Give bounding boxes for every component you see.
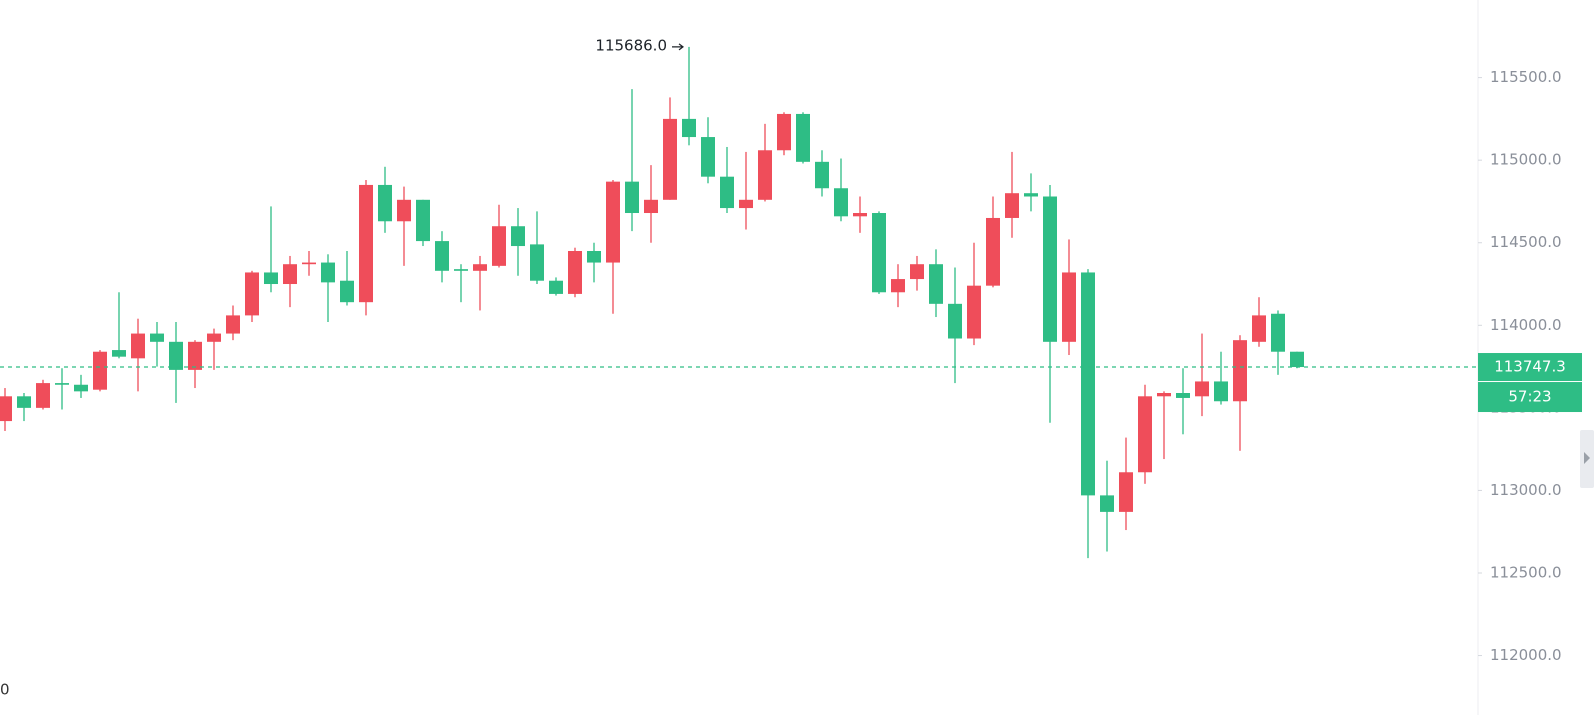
countdown-badge — [1478, 382, 1582, 413]
countdown: 57:23 — [1508, 388, 1551, 406]
candle-body — [910, 264, 924, 280]
y-tick-label: 115500.0 — [1490, 68, 1562, 86]
candle-body — [568, 250, 582, 294]
candle-body — [1176, 393, 1190, 398]
toggle-arrow — [1584, 452, 1590, 464]
candle-body — [606, 181, 620, 263]
candle-body — [511, 226, 525, 247]
candle-body — [492, 226, 506, 266]
last-price-label: 113747.3 — [1494, 358, 1566, 376]
candle-body — [245, 272, 259, 316]
candle-body — [701, 137, 715, 177]
candle-body — [720, 176, 734, 209]
candle-body — [796, 113, 810, 162]
candle-body — [454, 269, 468, 271]
candle-body — [150, 333, 164, 342]
candle-body — [473, 264, 487, 271]
candle-body — [682, 118, 696, 138]
high-annotation: 115686.0 — [595, 36, 667, 54]
candle-body — [283, 264, 297, 285]
candle-body — [1290, 351, 1304, 368]
candle-body — [549, 280, 563, 294]
y-tick-label: 114500.0 — [1490, 233, 1562, 251]
candle-body — [1005, 193, 1019, 218]
candle-body — [815, 161, 829, 189]
candle-body — [986, 217, 1000, 286]
candle-body — [416, 199, 430, 242]
candle-body — [1024, 193, 1038, 197]
candle-body — [777, 113, 791, 151]
y-tick-label: 115000.0 — [1490, 151, 1562, 169]
overlay: 115686.0 113747.3 57:23 — [0, 36, 1582, 413]
candle-body — [55, 383, 69, 385]
candle-body — [112, 350, 126, 357]
candle-body — [739, 199, 753, 209]
candle-body — [587, 250, 601, 263]
candle-body — [359, 184, 373, 303]
candle-body — [93, 351, 107, 390]
candle-body — [1081, 272, 1095, 496]
candle-body — [1119, 472, 1133, 512]
candle-body — [17, 396, 31, 408]
candle-body — [1062, 272, 1076, 342]
candle-body — [226, 315, 240, 334]
candle-body — [378, 184, 392, 222]
candle-body — [663, 118, 677, 200]
candle-body — [1214, 381, 1228, 402]
candle-body — [340, 280, 354, 303]
last-price-badge — [1478, 353, 1582, 382]
candle-body — [321, 262, 335, 283]
candle-body — [834, 188, 848, 217]
candle-body — [207, 333, 221, 342]
candle-body — [929, 264, 943, 304]
candle-body — [644, 199, 658, 214]
candle-body — [1195, 381, 1209, 397]
candle-body — [131, 333, 145, 359]
candle-body — [169, 341, 183, 370]
y-tick-label: 112500.0 — [1490, 563, 1562, 581]
candle-body — [188, 341, 202, 370]
y-tick-label: 113000.0 — [1490, 481, 1562, 499]
y-tick-label: 112000.0 — [1490, 646, 1562, 664]
candle-body — [1138, 396, 1152, 473]
candle-body — [74, 384, 88, 392]
candles — [0, 46, 1304, 559]
candle-body — [1271, 313, 1285, 352]
candle-body — [872, 213, 886, 293]
candle-body — [36, 383, 50, 408]
candle-body — [967, 285, 981, 339]
candle-body — [758, 150, 772, 200]
candle-body — [264, 272, 278, 285]
candle-body — [530, 244, 544, 281]
candle-body — [853, 213, 867, 217]
candle-body — [1100, 495, 1114, 512]
candle-body — [1233, 340, 1247, 402]
high-arrow — [672, 43, 684, 51]
candle-body — [1043, 196, 1057, 342]
candle-body — [302, 262, 316, 265]
candle-body — [1252, 315, 1266, 342]
y-tick-label: 114000.0 — [1490, 316, 1562, 334]
candle-body — [948, 303, 962, 339]
candle-body — [891, 279, 905, 293]
candle-body — [397, 199, 411, 222]
candle-body — [1157, 393, 1171, 397]
candle-body — [0, 396, 12, 422]
candle-body — [625, 181, 639, 214]
x-tick-label: 0 — [0, 681, 10, 699]
candle-body — [435, 241, 449, 271]
